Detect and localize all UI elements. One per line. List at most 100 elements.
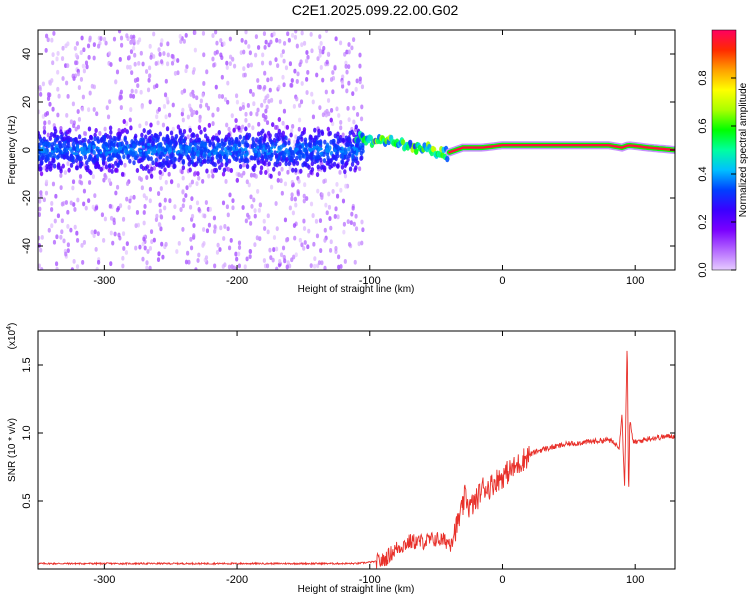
noise-cell [64, 200, 68, 205]
noise-cell [39, 193, 43, 199]
noise-cell [333, 214, 337, 219]
noise-cell [220, 94, 225, 99]
noise-cell [180, 111, 184, 117]
noise-cell [152, 31, 156, 37]
noise-peak-cell [76, 148, 79, 152]
noise-cell [297, 117, 302, 123]
noise-core-cell [326, 126, 331, 132]
noise-cell [323, 227, 327, 233]
noise-core-cell [160, 151, 164, 157]
noise-core-cell [295, 138, 300, 144]
noise-cell [346, 219, 350, 225]
noise-cell [360, 219, 364, 225]
noise-cell [225, 204, 229, 210]
noise-cell [327, 204, 332, 210]
noise-cell [107, 178, 112, 183]
noise-core-cell [214, 167, 218, 173]
noise-core-cell [298, 144, 302, 150]
noise-core-cell [72, 145, 76, 151]
noise-cell [283, 258, 287, 264]
noise-cell [55, 266, 59, 270]
noise-cell [117, 30, 122, 34]
noise-cell [335, 182, 339, 187]
noise-core-cell [299, 168, 303, 174]
noise-cell [260, 60, 265, 66]
noise-cell [75, 237, 80, 243]
snr-plot-area [38, 331, 675, 569]
noise-cell [82, 68, 87, 74]
noise-cell [129, 93, 133, 99]
noise-core-cell [114, 167, 119, 173]
noise-cell [275, 226, 279, 232]
noise-core-cell [38, 145, 41, 151]
noise-cell [213, 228, 217, 234]
noise-core-cell [232, 127, 236, 133]
noise-core-cell [96, 138, 100, 144]
snr-series-line [38, 350, 675, 569]
noise-cell [278, 38, 282, 44]
noise-cell [234, 251, 238, 257]
noise-core-cell [111, 152, 116, 158]
noise-cell [56, 69, 60, 75]
noise-cell [61, 76, 65, 81]
noise-core-cell [218, 153, 222, 159]
noise-cell [244, 30, 248, 35]
noise-cell [127, 205, 131, 210]
noise-cell [80, 242, 84, 248]
noise-core-cell [323, 139, 327, 145]
noise-peak-cell [169, 147, 172, 151]
noise-peak-cell [232, 146, 235, 150]
noise-cell [118, 95, 122, 101]
noise-cell [138, 123, 142, 129]
noise-cell [211, 33, 215, 38]
noise-core-cell [246, 142, 250, 148]
noise-cell [159, 214, 163, 219]
noise-cell [288, 205, 292, 211]
noise-cell [144, 121, 149, 126]
noise-cell [60, 56, 65, 61]
noise-cell [282, 82, 286, 88]
noise-cell [156, 120, 160, 126]
noise-cell [309, 201, 314, 207]
noise-cell [66, 41, 70, 47]
noise-cell [267, 98, 271, 104]
noise-core-cell [45, 141, 50, 147]
noise-cell [265, 120, 270, 126]
noise-cell [71, 179, 76, 185]
noise-cell [156, 257, 161, 263]
noise-core-cell [69, 162, 74, 168]
noise-cell [245, 179, 249, 185]
colorbar-tick-label: 0.2 [697, 214, 709, 229]
noise-core-cell [228, 146, 233, 152]
noise-cell [339, 120, 343, 125]
noise-cell [282, 58, 286, 64]
noise-core-cell [301, 152, 305, 158]
noise-cell [311, 213, 315, 218]
noise-core-cell [58, 150, 62, 156]
noise-cell [82, 240, 87, 245]
noise-cell [66, 248, 70, 253]
noise-cell [249, 194, 253, 200]
colorbar-tick-label: 0.8 [697, 70, 709, 85]
noise-cell [181, 189, 185, 195]
noise-core-cell [174, 140, 178, 146]
noise-core-cell [210, 136, 215, 142]
noise-cell [173, 204, 177, 210]
noise-cell [202, 52, 206, 58]
noise-cell [243, 72, 247, 78]
spectrogram-y-axis-label: Frequency (Hz) [7, 116, 18, 185]
noise-cell [290, 192, 294, 198]
noise-cell [307, 228, 311, 234]
noise-cell [76, 124, 81, 130]
noise-cell [166, 41, 170, 47]
noise-core-cell [181, 158, 186, 164]
noise-cell [59, 234, 63, 240]
noise-core-cell [165, 160, 169, 166]
noise-cell [282, 254, 286, 260]
noise-core-cell [83, 154, 88, 160]
noise-core-cell [332, 161, 337, 167]
noise-cell [44, 179, 49, 185]
noise-cell [152, 54, 156, 59]
noise-core-cell [187, 161, 191, 167]
